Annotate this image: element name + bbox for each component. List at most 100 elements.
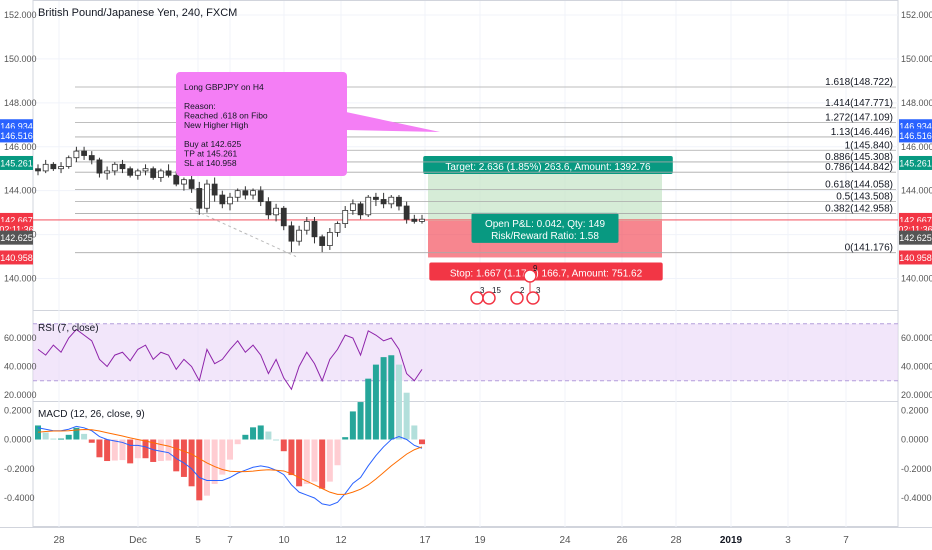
- price-tag-bg: [0, 128, 33, 143]
- price-tick-left: 140.000: [4, 274, 37, 284]
- event-label: 3: [480, 286, 485, 295]
- macd-title[interactable]: MACD (12, 26, close, 9): [38, 409, 145, 420]
- long-position-tool[interactable]: Target: 2.636 (1.85%) 263.6, Amount: 139…: [33, 155, 898, 281]
- macd-histogram-bar: [257, 425, 264, 440]
- candle: [380, 192, 387, 209]
- macd-tick-right: -0.2000: [901, 464, 932, 474]
- price-tag-bg: [0, 155, 33, 170]
- time-label: 2019: [720, 535, 743, 546]
- candle-body: [265, 201, 272, 216]
- price-tag-text: 140.958: [899, 253, 932, 263]
- macd-histogram-bar: [234, 439, 241, 445]
- fib-level-label: 1.414(147.771): [825, 98, 893, 109]
- symbol-title[interactable]: British Pound/Japanese Yen, 240, FXCM: [38, 7, 237, 19]
- macd-histogram-bar: [150, 439, 157, 462]
- price-tag-text: 140.958: [0, 253, 33, 263]
- event-circle: [482, 291, 496, 305]
- candle-body: [303, 221, 310, 231]
- macd-line: [37, 425, 423, 506]
- fib-level-label: 1.618(148.722): [825, 77, 893, 88]
- macd-histogram-bar: [265, 431, 272, 440]
- candle: [242, 186, 249, 200]
- note-line: TP at 145.261: [184, 149, 238, 159]
- macd-tick-right: 0.0000: [901, 435, 929, 445]
- macd-histogram-bar: [196, 439, 203, 501]
- candle-body: [349, 203, 356, 211]
- event-markers[interactable]: 9 3 15 2 3: [470, 264, 541, 305]
- candle: [65, 155, 72, 169]
- label-text: Stop: 1.667 (1.17%) 166.7, Amount: 751.6…: [450, 268, 643, 279]
- candle: [250, 188, 256, 200]
- candle: [104, 166, 111, 180]
- price-tag-text: 146.934: [899, 122, 932, 132]
- candle-body: [211, 183, 218, 196]
- price-tag-text: 02:11:36: [898, 225, 932, 235]
- candle-body: [181, 179, 187, 185]
- candle: [227, 192, 233, 211]
- candle: [373, 192, 379, 207]
- rsi-tick-right: 60.0000: [901, 333, 932, 343]
- candle-body: [196, 188, 203, 209]
- label-text: Open P&L: 0.042, Qty: 149: [485, 219, 606, 230]
- candle-body: [396, 196, 402, 207]
- price-tag[interactable]: 146.516: [899, 128, 932, 143]
- candle: [88, 151, 95, 165]
- event-marker: 2: [510, 286, 525, 305]
- time-label: 10: [278, 535, 290, 546]
- price-tag-text: 142.625: [0, 233, 33, 243]
- candle-body: [365, 196, 372, 216]
- fib-retracement[interactable]: 1.618(148.722) 1.414(147.771) 1.272(147.10…: [75, 77, 896, 257]
- note-callout[interactable]: Long GBPJPY on H4 Reason:Reached .618 on …: [176, 72, 440, 176]
- candlestick-series: [35, 146, 425, 253]
- candle-body: [357, 203, 364, 216]
- candle: [111, 162, 118, 176]
- candle-body: [119, 163, 126, 170]
- candle: [319, 234, 326, 253]
- event-circle: [526, 291, 540, 305]
- candle-body: [157, 170, 164, 178]
- note-line: New Higher High: [184, 120, 249, 130]
- price-tag-bg: [899, 230, 932, 245]
- macd-histogram-bar: [380, 357, 387, 440]
- candle: [357, 201, 364, 220]
- macd-tick-right: -0.4000: [901, 493, 932, 503]
- macd-histogram-bar: [165, 439, 172, 461]
- candle-body: [296, 229, 303, 242]
- price-tick-right: 144.000: [901, 186, 932, 196]
- rsi-title[interactable]: RSI (7, close): [38, 323, 99, 334]
- note-line: Reason:: [184, 101, 216, 111]
- candle-body: [134, 170, 141, 176]
- rsi-tick-left: 40.0000: [4, 362, 37, 372]
- fib-level-label: 1.13(146.446): [831, 127, 893, 138]
- macd-tick-left: 0.0000: [4, 435, 32, 445]
- candle-body: [165, 170, 172, 176]
- time-label: 28: [53, 535, 65, 546]
- macd-histogram-bar: [288, 439, 295, 476]
- price-tick-right: 150.000: [901, 54, 932, 64]
- price-tag[interactable]: 142.625: [899, 230, 932, 245]
- candle: [342, 206, 349, 228]
- macd-histogram-bar: [173, 439, 180, 472]
- price-tag-bg: [899, 250, 932, 265]
- candle: [326, 227, 333, 250]
- note-pointer: [346, 112, 440, 132]
- price-tag[interactable]: 145.261: [899, 155, 932, 170]
- event-marker: 15: [482, 286, 501, 305]
- event-circle: [510, 291, 524, 305]
- candle: [81, 146, 87, 160]
- macd-histogram-bar: [219, 439, 226, 475]
- candle: [288, 221, 295, 253]
- macd-histogram-bar: [311, 439, 318, 482]
- time-label: 7: [227, 535, 233, 546]
- candle-body: [150, 168, 157, 178]
- candle: [142, 164, 149, 176]
- candle-body: [234, 190, 241, 198]
- candle-body: [273, 207, 279, 216]
- label-text: Target: 2.636 (1.85%) 263.6, Amount: 139…: [445, 162, 651, 173]
- price-tag[interactable]: 140.958: [899, 250, 932, 265]
- rsi-pane: [33, 323, 898, 391]
- candle: [50, 162, 57, 171]
- candle: [188, 175, 195, 193]
